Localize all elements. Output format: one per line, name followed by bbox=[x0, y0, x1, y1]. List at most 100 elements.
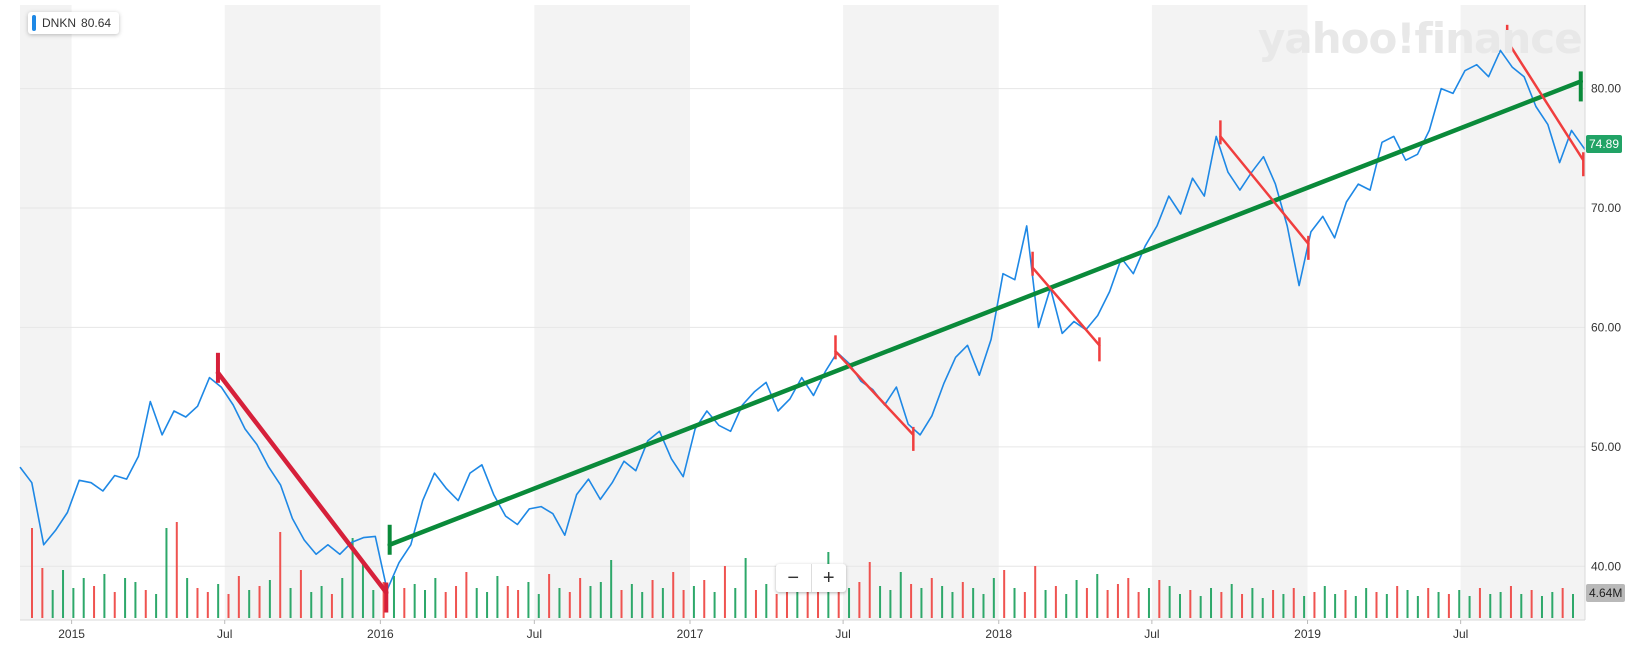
volume-bar bbox=[1003, 570, 1006, 618]
period-band bbox=[224, 5, 381, 620]
volume-bar bbox=[1251, 588, 1254, 618]
volume-bar bbox=[1075, 580, 1078, 618]
volume-bar bbox=[279, 532, 282, 618]
volume-bar bbox=[72, 588, 75, 618]
yahoo-finance-watermark: yahoo!finance bbox=[1258, 14, 1583, 63]
volume-bar bbox=[941, 586, 944, 618]
last-volume-badge: 4.64M bbox=[1586, 584, 1626, 602]
volume-bar bbox=[1199, 596, 1202, 618]
volume-bar bbox=[1365, 588, 1368, 618]
legend-symbol: DNKN bbox=[42, 16, 77, 30]
volume-bar bbox=[1220, 592, 1223, 618]
volume-bar bbox=[237, 576, 240, 618]
volume-bar bbox=[1447, 594, 1450, 618]
volume-bar bbox=[899, 572, 902, 618]
volume-bar bbox=[868, 562, 871, 618]
series-legend[interactable]: DNKN 80.64 bbox=[28, 12, 120, 34]
volume-bar bbox=[310, 592, 313, 618]
volume-bar bbox=[579, 578, 582, 618]
volume-bar bbox=[620, 590, 623, 618]
volume-bar bbox=[1023, 592, 1026, 618]
volume-bar bbox=[672, 572, 675, 618]
x-tick-label: 2018 bbox=[985, 627, 1012, 641]
volume-bar bbox=[651, 580, 654, 618]
volume-bar bbox=[330, 594, 333, 618]
volume-bar bbox=[951, 592, 954, 618]
volume-bar bbox=[723, 566, 726, 618]
period-band bbox=[843, 5, 999, 620]
volume-bars bbox=[31, 522, 1574, 618]
period-band bbox=[1460, 5, 1585, 620]
volume-bar bbox=[206, 592, 209, 618]
x-tick-label: 2019 bbox=[1294, 627, 1321, 641]
volume-bar bbox=[351, 538, 354, 618]
volume-bar bbox=[920, 588, 923, 618]
volume-bar bbox=[817, 576, 820, 618]
volume-bar bbox=[558, 588, 561, 618]
volume-bar bbox=[1065, 594, 1068, 618]
volume-bar bbox=[268, 580, 271, 618]
volume-bar bbox=[1261, 598, 1264, 618]
volume-bar bbox=[289, 588, 292, 618]
volume-bar bbox=[589, 586, 592, 618]
volume-bar bbox=[1189, 590, 1192, 618]
volume-bar bbox=[1282, 594, 1285, 618]
volume-bar bbox=[806, 592, 809, 618]
last-price-badge: 74.89 bbox=[1586, 135, 1623, 153]
volume-bar bbox=[641, 592, 644, 618]
downtrend-line bbox=[215, 370, 389, 595]
volume-bar bbox=[1034, 566, 1037, 618]
volume-bar bbox=[754, 590, 757, 618]
volume-bar bbox=[1509, 586, 1512, 618]
volume-bar bbox=[31, 528, 33, 618]
volume-bar bbox=[1437, 592, 1440, 618]
zoom-out-button[interactable]: − bbox=[787, 566, 800, 589]
volume-bar bbox=[548, 574, 551, 618]
x-axis: 2015 Jul 2016 Jul 2017 Jul 2018 Jul 2019 Jul bbox=[58, 620, 1468, 641]
volume-bar bbox=[1178, 594, 1181, 618]
volume-bar bbox=[217, 584, 220, 618]
uptrend-line bbox=[387, 79, 1584, 548]
volume-bar bbox=[341, 578, 344, 618]
volume-bar bbox=[444, 592, 447, 618]
volume-bar bbox=[1303, 596, 1306, 618]
volume-bar bbox=[527, 582, 530, 618]
volume-bar bbox=[413, 584, 416, 618]
volume-bar bbox=[775, 594, 778, 618]
volume-bar bbox=[82, 578, 85, 618]
volume-bar bbox=[568, 592, 571, 618]
volume-bar bbox=[134, 582, 137, 618]
volume-bar bbox=[1158, 580, 1161, 618]
volume-bar bbox=[1354, 596, 1357, 618]
volume-bar bbox=[744, 558, 747, 618]
volume-bar bbox=[630, 584, 633, 618]
volume-bar bbox=[41, 568, 44, 618]
volume-bar bbox=[1106, 590, 1109, 618]
x-tick-label: 2015 bbox=[58, 627, 85, 641]
volume-bar bbox=[361, 564, 364, 618]
price-line-group bbox=[19, 49, 1586, 591]
volume-bar bbox=[1499, 592, 1502, 618]
volume-bar bbox=[837, 574, 840, 618]
volume-bar bbox=[1551, 592, 1554, 618]
volume-bar bbox=[982, 594, 985, 618]
zoom-in-button[interactable]: + bbox=[810, 564, 847, 592]
volume-bar bbox=[1085, 588, 1088, 618]
volume-bar bbox=[465, 572, 468, 618]
volume-bar bbox=[1230, 584, 1233, 618]
x-tick-label: Jul bbox=[527, 627, 542, 641]
volume-bar bbox=[1013, 588, 1016, 618]
volume-bar bbox=[599, 582, 602, 618]
volume-bar bbox=[93, 586, 96, 618]
volume-bar bbox=[1375, 592, 1378, 618]
volume-bar bbox=[796, 582, 799, 618]
y-tick-label: 80.00 bbox=[1591, 82, 1621, 96]
volume-bar bbox=[258, 586, 261, 618]
volume-bar bbox=[124, 578, 127, 618]
legend-value: 80.64 bbox=[81, 16, 112, 30]
y-tick-label: 50.00 bbox=[1591, 440, 1621, 454]
volume-bar bbox=[848, 588, 851, 618]
volume-bar bbox=[889, 590, 892, 618]
volume-bar bbox=[372, 590, 375, 618]
